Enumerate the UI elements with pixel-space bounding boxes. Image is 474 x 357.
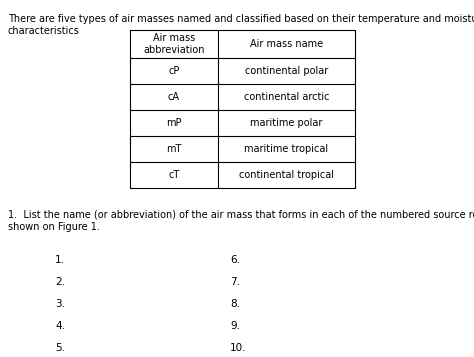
Text: 10.: 10.	[230, 343, 246, 353]
Text: shown on Figure 1.: shown on Figure 1.	[8, 222, 100, 232]
Text: cT: cT	[168, 170, 180, 180]
Text: Air mass name: Air mass name	[250, 39, 323, 49]
Text: 9.: 9.	[230, 321, 240, 331]
Text: mP: mP	[166, 118, 182, 128]
Text: 7.: 7.	[230, 277, 240, 287]
Text: cA: cA	[168, 92, 180, 102]
Text: 3.: 3.	[55, 299, 65, 309]
Text: 8.: 8.	[230, 299, 240, 309]
Text: maritime tropical: maritime tropical	[245, 144, 328, 154]
Text: continental polar: continental polar	[245, 66, 328, 76]
Text: 1.  List the name (or abbreviation) of the air mass that forms in each of the nu: 1. List the name (or abbreviation) of th…	[8, 210, 474, 220]
Text: mT: mT	[166, 144, 182, 154]
Text: characteristics: characteristics	[8, 26, 80, 36]
Text: cP: cP	[168, 66, 180, 76]
Text: 6.: 6.	[230, 255, 240, 265]
Text: Air mass
abbreviation: Air mass abbreviation	[143, 33, 205, 55]
Text: There are five types of air masses named and classified based on their temperatu: There are five types of air masses named…	[8, 14, 474, 24]
Text: maritime polar: maritime polar	[250, 118, 323, 128]
Text: continental tropical: continental tropical	[239, 170, 334, 180]
Text: 5.: 5.	[55, 343, 65, 353]
Text: continental arctic: continental arctic	[244, 92, 329, 102]
Text: 1.: 1.	[55, 255, 65, 265]
Text: 2.: 2.	[55, 277, 65, 287]
Text: 4.: 4.	[55, 321, 65, 331]
